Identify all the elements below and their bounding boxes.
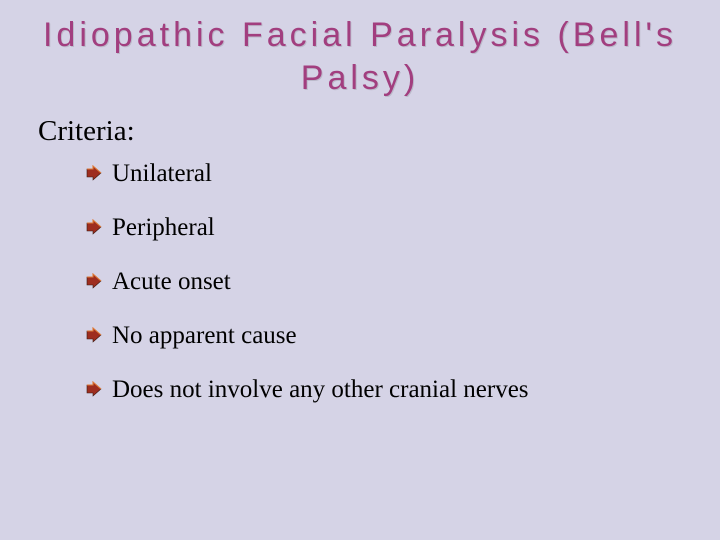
slide: Idiopathic Facial Paralysis (Bell's Pals…: [0, 0, 720, 540]
list-item: Unilateral: [86, 159, 720, 189]
criteria-list: Unilateral Peripheral Acute onset No app…: [86, 159, 720, 405]
list-item: Acute onset: [86, 267, 720, 297]
list-item-label: Does not involve any other cranial nerve…: [112, 375, 529, 405]
arrow-right-icon: [86, 219, 102, 235]
list-item-label: Unilateral: [112, 159, 212, 189]
list-item-label: Peripheral: [112, 213, 215, 243]
arrow-right-icon: [86, 273, 102, 289]
list-item: Does not involve any other cranial nerve…: [86, 375, 720, 405]
list-item-label: Acute onset: [112, 267, 231, 297]
list-item: No apparent cause: [86, 321, 720, 351]
list-item: Peripheral: [86, 213, 720, 243]
slide-title: Idiopathic Facial Paralysis (Bell's Pals…: [0, 14, 720, 99]
arrow-right-icon: [86, 381, 102, 397]
arrow-right-icon: [86, 327, 102, 343]
arrow-right-icon: [86, 165, 102, 181]
list-item-label: No apparent cause: [112, 321, 297, 351]
criteria-subhead: Criteria:: [38, 115, 720, 148]
